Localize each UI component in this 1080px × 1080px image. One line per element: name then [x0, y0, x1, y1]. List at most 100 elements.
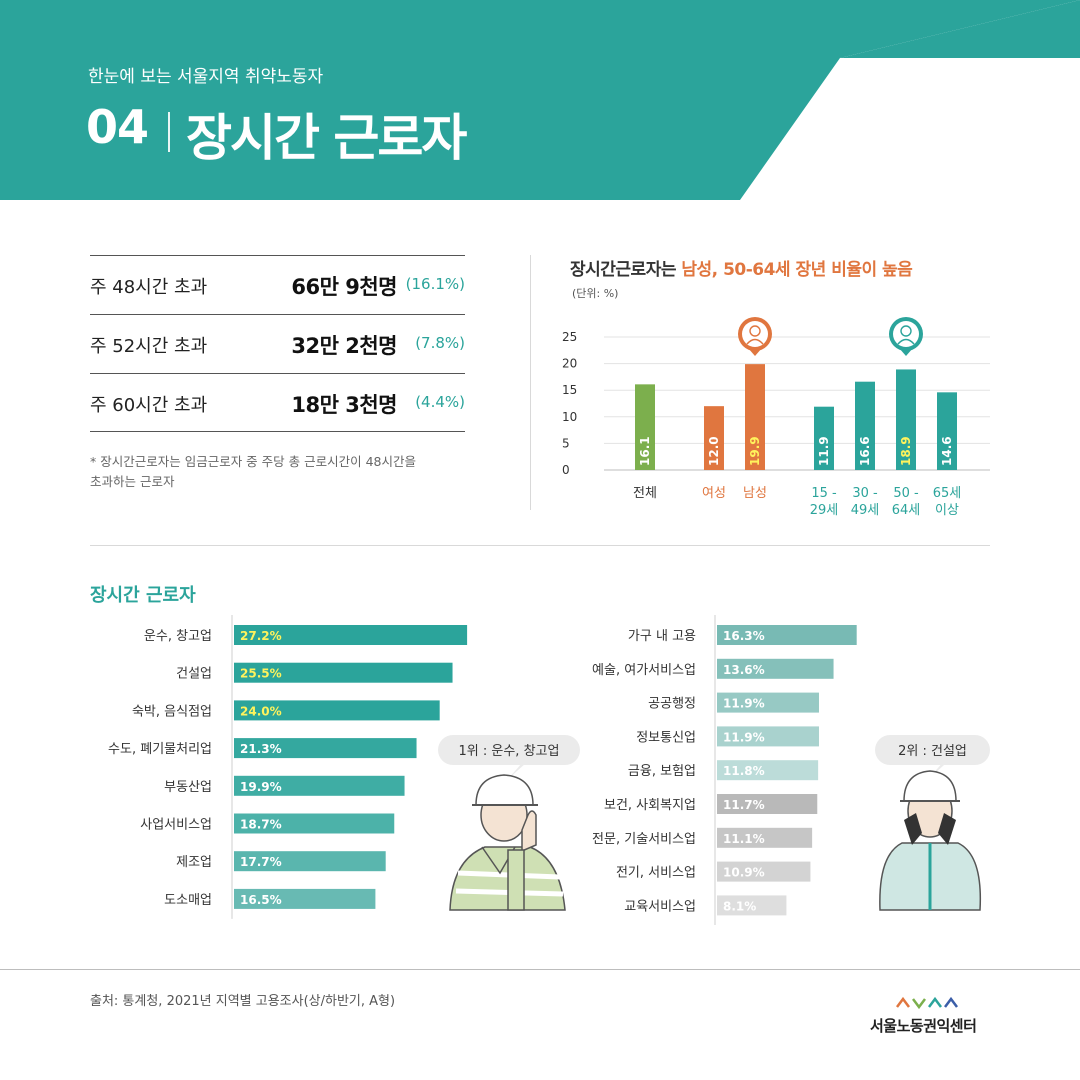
- organization-logo: 서울노동권익센터: [870, 995, 995, 1035]
- bar: [855, 381, 875, 470]
- x-tick-label: 이상: [935, 503, 959, 518]
- bar: [717, 861, 811, 882]
- stat-percent: (16.1%): [405, 275, 465, 293]
- callout-bubble: 2위 : 건설업: [875, 735, 990, 779]
- category-label: 가구 내 고용: [628, 629, 696, 644]
- category-label: 금융, 보험업: [628, 764, 696, 779]
- stat-label: 주 60시간 초과: [90, 395, 208, 416]
- category-label: 전문, 기술서비스업: [592, 832, 696, 847]
- bar-value-label: 10.9%: [723, 866, 765, 880]
- category-label: 전기, 서비스업: [616, 866, 696, 881]
- category-label: 수도, 폐기물처리업: [108, 742, 212, 757]
- bar-value-label: 16.1: [638, 436, 652, 466]
- logo-mark-icon: [896, 996, 958, 1010]
- stat-row: 주 48시간 초과 66만 9천명 (16.1%): [90, 255, 465, 314]
- chart1-title: 장시간근로자는 남성, 50-64세 장년 비율이 높음: [570, 255, 913, 280]
- bar: [717, 625, 857, 645]
- bar: [717, 760, 819, 781]
- callout-text: 2위 : 건설업: [898, 744, 967, 759]
- bar: [814, 406, 834, 470]
- left-glove: [904, 813, 922, 845]
- y-tick-label: 10: [562, 410, 577, 424]
- bar: [234, 813, 395, 834]
- stats-table: 주 48시간 초과 66만 9천명 (16.1%) 주 52시간 초과 32만 …: [90, 255, 465, 432]
- stat-label: 주 52시간 초과: [90, 336, 208, 357]
- stat-percent: (4.4%): [415, 393, 465, 411]
- stat-label: 주 48시간 초과: [90, 277, 208, 298]
- category-label: 사업서비스업: [140, 818, 212, 833]
- category-label: 예술, 여가서비스업: [592, 663, 696, 678]
- header-banner: 한눈에 보는 서울지역 취약노동자 04 장시간 근로자: [0, 0, 1080, 200]
- bar: [717, 895, 787, 916]
- stat-row: 주 52시간 초과 32만 2천명 (7.8%): [90, 314, 465, 373]
- stat-value: 18만 3천명: [291, 393, 397, 417]
- helmet: [903, 770, 957, 802]
- chart1-unit: (단위: %): [572, 287, 619, 300]
- bar-value-label: 11.8%: [723, 764, 765, 778]
- bar-value-label: 24.0%: [240, 704, 282, 718]
- bar-value-label: 13.6%: [723, 663, 765, 677]
- horizontal-divider: [90, 545, 990, 546]
- bar-value-label: 11.9: [817, 436, 831, 466]
- x-tick-label: 49세: [851, 503, 880, 518]
- worker-illustration-icon: [879, 770, 982, 911]
- older-worker-icon: [889, 317, 923, 356]
- banner-shape: [0, 0, 1080, 200]
- bar: [635, 384, 655, 470]
- category-label: 보건, 사회복지업: [604, 798, 696, 813]
- x-tick-label: 여성: [702, 486, 726, 501]
- bar: [937, 392, 957, 470]
- bar: [234, 625, 468, 645]
- bar: [745, 364, 765, 470]
- bar: [717, 692, 819, 713]
- bar-value-label: 12.0: [707, 436, 721, 466]
- logo-text: 서울노동권익센터: [870, 1017, 977, 1035]
- x-tick-label: 64세: [892, 503, 921, 518]
- shoulders-outline: [897, 338, 915, 345]
- category-label: 건설업: [176, 667, 212, 682]
- demographic-bar-chart: 0 5 10 15 20 25 16.1 전체 12.0 여성 19.9 남성 11.9 15 - 29세 1…: [562, 317, 990, 518]
- bar-value-label: 11.9%: [723, 730, 765, 744]
- page-title: 장시간 근로자: [186, 109, 467, 167]
- category-label: 교육서비스업: [624, 899, 696, 914]
- category-label: 운수, 창고업: [144, 629, 212, 644]
- x-tick-label: 30 -: [852, 486, 878, 501]
- category-label: 숙박, 음식점업: [132, 704, 212, 719]
- category-label: 공공행정: [648, 696, 696, 712]
- bubble-body: [875, 735, 990, 765]
- marker-face: [893, 321, 919, 347]
- category-label: 도소매업: [164, 893, 212, 908]
- bar: [234, 775, 405, 796]
- bar-value-label: 17.7%: [240, 855, 282, 869]
- bubble-body: [438, 735, 580, 765]
- callout-bubble: 1위 : 운수, 창고업: [438, 735, 580, 779]
- source-note: 출처: 통계청, 2021년 지역별 고용조사(상/하반기, A형): [90, 994, 396, 1009]
- chart1-title-prefix: 장시간근로자는: [570, 260, 682, 280]
- bar-value-label: 16.5%: [240, 893, 282, 907]
- bar: [234, 700, 440, 721]
- bar-value-label: 16.3%: [723, 629, 765, 643]
- bar-value-label: 11.1%: [723, 832, 765, 846]
- y-tick-label: 5: [562, 436, 570, 450]
- x-tick-label: 전체: [633, 486, 657, 501]
- bar: [704, 406, 724, 470]
- chart2-title: 장시간 근로자: [90, 585, 196, 606]
- bar: [717, 658, 834, 679]
- right-glove: [938, 813, 956, 845]
- bar-value-label: 27.2%: [240, 629, 282, 643]
- x-tick-label: 15 -: [811, 486, 837, 501]
- bar-value-label: 19.9: [748, 436, 762, 466]
- head-outline: [900, 325, 912, 337]
- bar-value-label: 14.6: [940, 436, 954, 466]
- category-label: 정보통신업: [636, 730, 696, 745]
- bar: [717, 794, 818, 814]
- bar-value-label: 11.9%: [723, 697, 765, 711]
- bar-value-label: 18.7%: [240, 818, 282, 832]
- y-tick-label: 20: [562, 357, 577, 371]
- x-tick-label: 남성: [743, 486, 767, 501]
- shoulders-outline: [746, 338, 764, 345]
- marker-face: [742, 321, 768, 347]
- x-tick-label: 65세: [933, 486, 962, 501]
- bar-value-label: 25.5%: [240, 667, 282, 681]
- category-label: 부동산업: [164, 780, 212, 795]
